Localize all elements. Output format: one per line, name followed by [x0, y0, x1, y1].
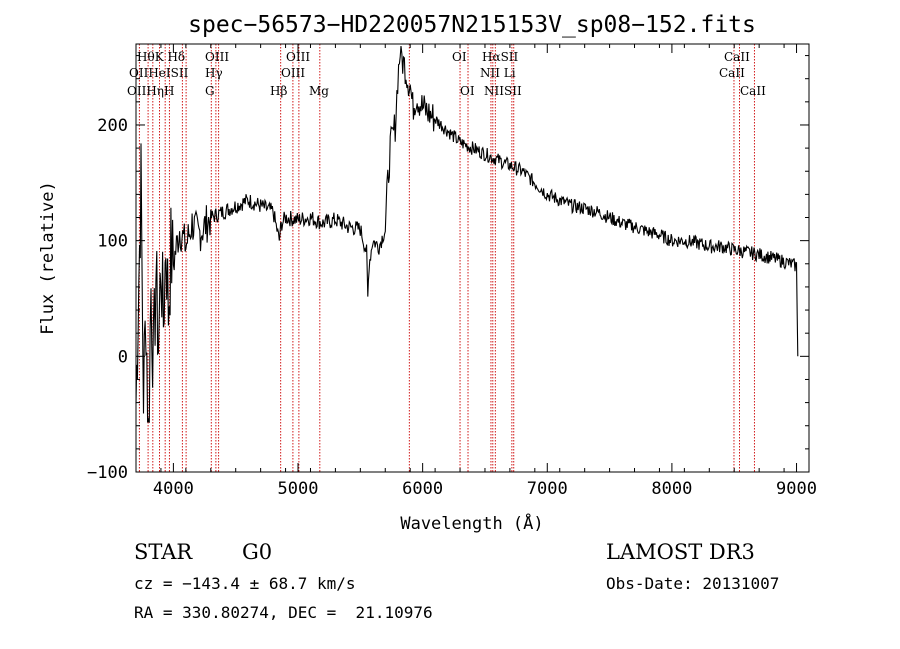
- spectrum-line: [135, 45, 799, 423]
- chart-title: spec−56573−HD220057N215153V_sp08−152.fit…: [188, 12, 756, 38]
- x-tick-label-6000: 6000: [402, 479, 443, 499]
- line-label-caii-c: CaII: [740, 84, 766, 98]
- line-label-oiii-a: OIII: [205, 50, 229, 64]
- x-tick-label-7000: 7000: [527, 479, 568, 499]
- y-tick-label--100: −100: [87, 463, 128, 483]
- line-label-caii-b: CaII: [719, 66, 745, 80]
- coordinates: RA = 330.80274, DEC = 21.10976: [134, 603, 433, 622]
- line-label-oi-a: OI: [452, 50, 467, 64]
- object-subclass: G0: [242, 540, 273, 564]
- line-label-caii-a: CaII: [724, 50, 750, 64]
- line-label-oiii-c: OIII: [281, 66, 305, 80]
- survey-name: LAMOST DR3: [606, 540, 755, 564]
- obs-date: Obs-Date: 20131007: [606, 574, 780, 593]
- line-label-top-left: HθK Hδ: [137, 50, 185, 64]
- y-tick-label-0: 0: [118, 347, 128, 367]
- x-axis-label: Wavelength (Å): [400, 512, 543, 534]
- y-tick-label-200: 200: [97, 116, 128, 136]
- line-label-hgamma: Hγ: [205, 66, 223, 80]
- line-label-mg: Mg: [309, 84, 329, 98]
- y-axis-label: Flux (relative): [38, 181, 58, 335]
- plot-frame: [135, 43, 810, 473]
- redshift-value: cz = −143.4 ± 68.7 km/s: [134, 574, 356, 593]
- x-tick-label-8000: 8000: [651, 479, 692, 499]
- line-label-nii-li: NII Li: [480, 66, 516, 80]
- line-label-hbeta: Hβ: [270, 84, 287, 98]
- spectral-line-markers: [138, 44, 755, 472]
- line-label-halpha-sii: HαSII: [482, 50, 519, 64]
- line-label-niisii: NIISII: [484, 84, 522, 98]
- line-label-oi-b: OI: [460, 84, 475, 98]
- line-label-oiii-b: OIII: [286, 50, 310, 64]
- line-label-g-band: G: [205, 84, 215, 98]
- x-tick-label-5000: 5000: [278, 479, 319, 499]
- line-label-low-left: OIIHηH: [127, 84, 174, 98]
- x-tick-label-9000: 9000: [776, 479, 817, 499]
- y-tick-label-100: 100: [97, 232, 128, 252]
- line-label-mid-left: OIIHeISII: [129, 66, 189, 80]
- object-class: STAR: [134, 540, 193, 564]
- x-tick-label-4000: 4000: [153, 479, 194, 499]
- spectral-line-labels: HθK Hδ OIIHeISII OIIHηH OIII Hγ G OIII O…: [127, 50, 766, 98]
- axis-ticks: 4000 5000 6000 7000 8000 9000 −100 0 100 200: [87, 44, 817, 499]
